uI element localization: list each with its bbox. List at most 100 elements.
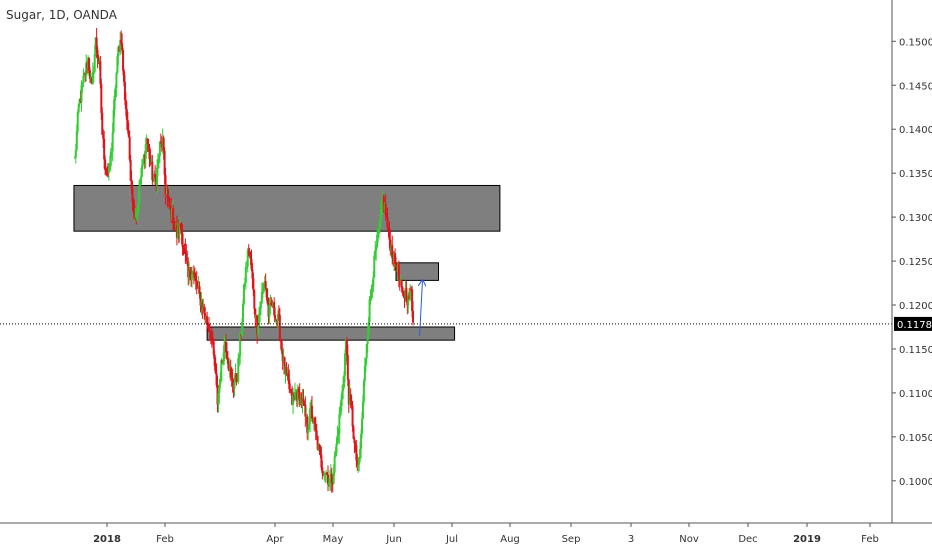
candle xyxy=(293,382,296,400)
candle xyxy=(292,387,295,415)
sr-zone-3[interactable] xyxy=(395,262,440,281)
candle xyxy=(385,212,388,218)
candle xyxy=(129,154,132,182)
candle xyxy=(122,47,125,76)
projection-arrow[interactable] xyxy=(420,280,423,336)
candle xyxy=(274,307,277,323)
x-tick-label: 3 xyxy=(628,534,634,545)
candle xyxy=(128,130,131,163)
candle xyxy=(91,62,94,85)
x-tick-label: Apr xyxy=(266,534,284,545)
y-tick-label: 0.10000 xyxy=(899,477,932,488)
symbol-title: Sugar, 1D, OANDA xyxy=(6,8,117,22)
candle xyxy=(80,80,83,112)
candle xyxy=(259,300,262,316)
candle xyxy=(82,68,85,88)
candle xyxy=(235,372,238,386)
candle xyxy=(181,224,184,256)
candle xyxy=(276,309,279,330)
sr-zone-2[interactable] xyxy=(206,326,456,341)
x-tick-label: Sep xyxy=(562,534,581,545)
candle xyxy=(310,395,313,422)
candle xyxy=(238,354,241,367)
candle xyxy=(409,284,412,302)
candle xyxy=(173,217,176,230)
candle xyxy=(168,196,171,209)
sr-zone-1[interactable] xyxy=(73,184,501,232)
candle xyxy=(239,331,242,365)
candle xyxy=(191,266,194,288)
candle xyxy=(397,260,400,288)
candle xyxy=(214,357,217,375)
candle xyxy=(158,140,161,164)
candle xyxy=(140,159,143,178)
candle xyxy=(208,316,211,332)
candle xyxy=(101,107,104,136)
candle xyxy=(126,111,129,134)
candle xyxy=(204,307,207,324)
candle xyxy=(76,109,79,135)
candle xyxy=(412,301,415,326)
candle xyxy=(314,416,317,441)
candle xyxy=(368,296,371,332)
candle xyxy=(320,446,323,471)
last-price-label: 0.11785 xyxy=(897,320,932,331)
x-tick-label: Feb xyxy=(861,534,879,545)
candle xyxy=(330,467,333,493)
candle xyxy=(364,357,367,373)
x-tick-label: Dec xyxy=(738,534,757,545)
candle xyxy=(115,71,118,98)
candle xyxy=(326,472,329,476)
x-tick-label: Feb xyxy=(156,534,174,545)
candle xyxy=(266,288,269,306)
candle xyxy=(323,470,326,481)
candle xyxy=(242,284,245,307)
candle xyxy=(127,122,130,138)
candle xyxy=(119,31,122,56)
candle xyxy=(104,155,107,175)
candle xyxy=(210,327,213,348)
candle xyxy=(77,103,80,115)
candle xyxy=(215,363,218,388)
candle xyxy=(133,199,136,220)
candle xyxy=(405,281,408,303)
candle xyxy=(375,244,378,261)
candle xyxy=(81,82,84,93)
candle xyxy=(356,453,359,471)
candle xyxy=(257,326,260,338)
candle xyxy=(148,143,151,168)
candle xyxy=(250,249,253,272)
candle xyxy=(242,299,245,330)
candle xyxy=(231,368,234,393)
candle xyxy=(270,297,273,306)
candle xyxy=(264,273,267,290)
x-tick-label: Aug xyxy=(500,534,520,545)
candle xyxy=(379,200,382,228)
candle xyxy=(352,425,355,440)
x-tick-label: May xyxy=(323,534,344,545)
candle xyxy=(149,149,152,166)
candle xyxy=(88,67,91,83)
candle xyxy=(386,207,389,231)
candle xyxy=(123,74,126,106)
candle xyxy=(304,396,307,427)
candle xyxy=(324,472,327,484)
candle xyxy=(358,456,361,472)
candle xyxy=(182,245,185,256)
candle xyxy=(394,248,397,271)
candle xyxy=(306,414,309,440)
candle xyxy=(153,170,156,185)
candle xyxy=(321,460,324,480)
